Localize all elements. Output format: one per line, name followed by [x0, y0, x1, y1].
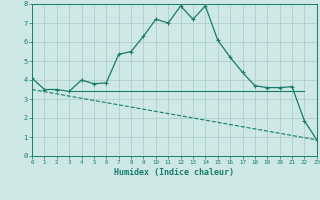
X-axis label: Humidex (Indice chaleur): Humidex (Indice chaleur): [115, 168, 234, 177]
